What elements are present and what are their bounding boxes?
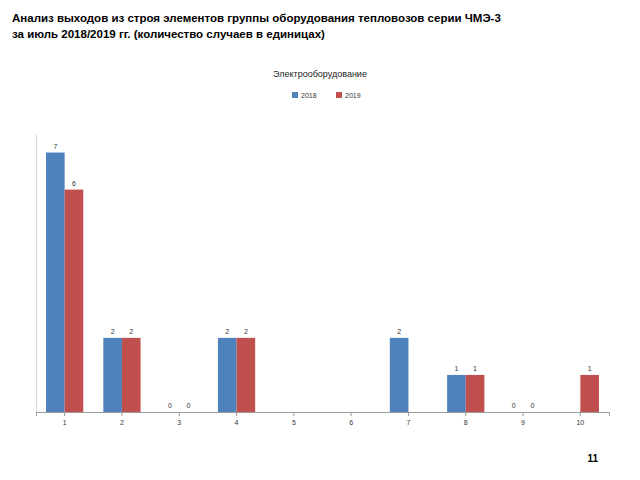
bar [466,375,485,412]
x-tick-mark [293,412,294,416]
bar [580,375,599,412]
bar [218,338,237,412]
legend: 2018 2019 [292,92,361,99]
x-tick-mark [121,412,122,416]
subtitle: за июль 2018/2019 гг. (количество случае… [12,28,325,40]
data-labels: 72022106202101 [53,143,591,409]
bar [390,338,409,412]
data-label: 2 [244,328,248,335]
x-tick-mark [465,412,466,416]
x-axis-line [37,413,610,417]
chart: Анализ выходов из строя элементов группы… [0,0,640,480]
data-label: 7 [53,143,57,150]
x-tick: 9 [521,412,525,426]
x-tick: 7 [406,412,410,426]
x-tick-label: 2 [120,419,124,426]
page-number: 11 [587,453,598,464]
data-label: 1 [588,365,592,372]
chart-title: Электрооборудование [273,69,367,79]
bar [65,190,84,412]
x-tick: 6 [349,412,353,426]
x-tick: 4 [235,412,239,426]
x-tick: 2 [120,412,124,426]
x-tick-mark [179,412,180,416]
data-label: 2 [129,328,133,335]
x-tick-mark [523,412,524,416]
data-label: 2 [397,328,401,335]
x-tick-label: 5 [292,419,296,426]
x-tick: 1 [63,412,67,426]
x-tick-label: 1 [63,419,67,426]
plot: 1234567891072022106202101 [37,135,610,427]
legend-label: 2018 [301,92,317,99]
legend-swatch [336,92,342,98]
x-tick: 3 [177,412,181,426]
bar [179,412,198,413]
data-label: 1 [473,365,477,372]
bar [161,412,180,413]
bar [103,338,122,412]
bar [504,412,523,413]
x-tick-label: 10 [576,419,584,426]
x-tick: 10 [576,412,584,426]
bar [122,338,141,412]
x-tick-mark [236,412,237,416]
x-tick: 5 [292,412,296,426]
data-label: 2 [111,328,115,335]
data-label: 0 [512,402,516,409]
y-axis [36,135,37,413]
legend-label: 2019 [345,92,361,99]
x-tick-label: 3 [177,419,181,426]
x-tick-mark [580,412,581,416]
data-label: 0 [187,402,191,409]
y-axis-line [36,135,37,413]
bars [46,153,599,412]
x-axis: 1 2 3 4 5 6 7 8 9 10 [37,412,610,426]
data-label: 0 [168,402,172,409]
x-tick-label: 9 [521,419,525,426]
bar [523,412,542,413]
data-label: 1 [454,365,458,372]
data-label: 2 [225,328,229,335]
bar [46,153,65,412]
x-tick-mark [408,412,409,416]
x-tick-mark [351,412,352,416]
bar [237,338,256,412]
bar [447,375,466,412]
data-label: 0 [530,402,534,409]
x-tick-mark [64,412,65,416]
legend-swatch [292,92,298,98]
x-tick-label: 7 [406,419,410,426]
x-tick-label: 6 [349,419,353,426]
x-tick: 8 [464,412,468,426]
x-tick-label: 8 [464,419,468,426]
title: Анализ выходов из строя элементов группы… [12,12,501,24]
x-tick-label: 4 [235,419,239,426]
data-label: 6 [72,180,76,187]
